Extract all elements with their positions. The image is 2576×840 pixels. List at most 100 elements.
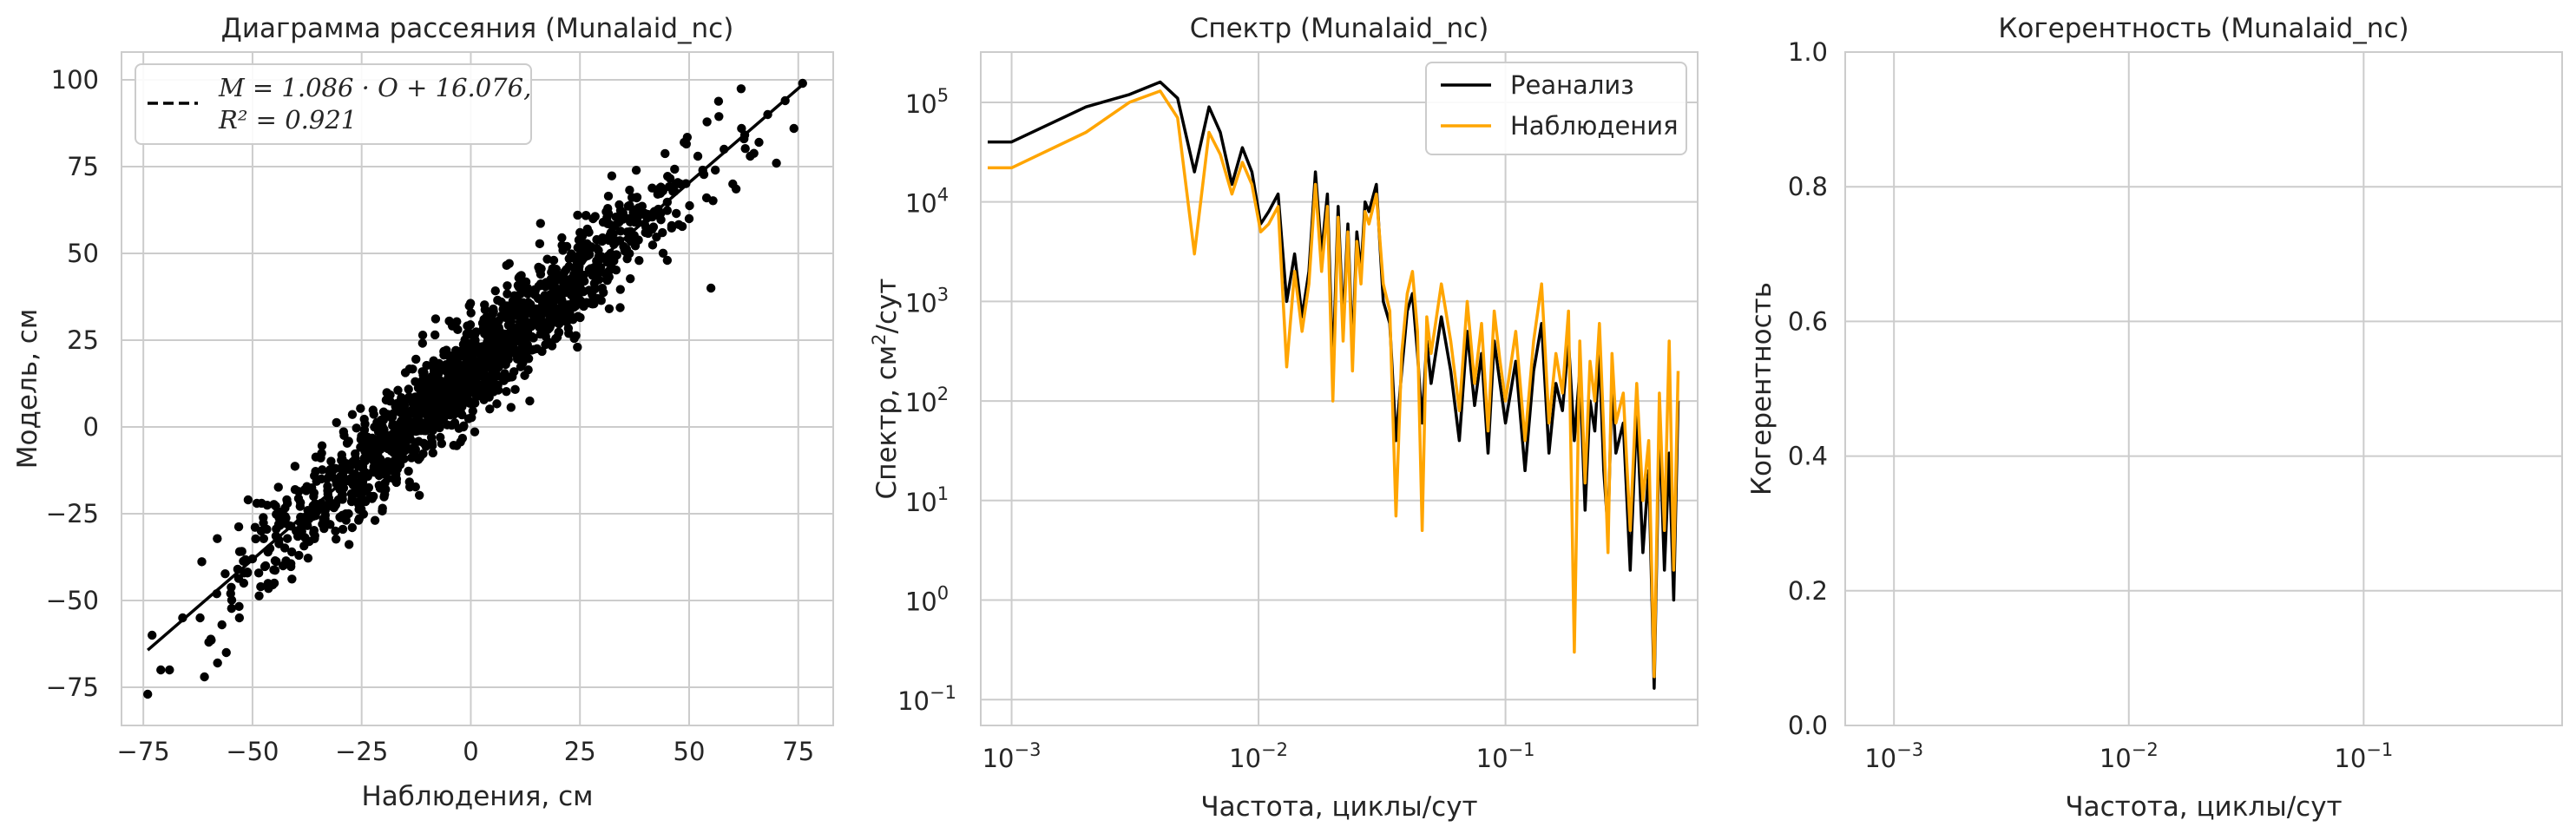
scatter-point — [570, 262, 581, 272]
scatter-point — [446, 376, 457, 385]
scatter-point — [233, 522, 244, 532]
scatter-point — [480, 300, 490, 310]
scatter-point — [490, 286, 500, 296]
scatter-point — [227, 603, 237, 614]
scatter-point — [273, 482, 283, 492]
scatter-xtick-label: 25 — [564, 737, 596, 766]
scatter-point — [536, 219, 545, 228]
scatter-point — [417, 330, 428, 340]
scatter-point — [348, 480, 358, 490]
scatter-point — [523, 354, 534, 364]
coherence-panel: 10−3 10−2 10−10.00.20.40.60.81.0 Когерентн… — [1746, 13, 2563, 823]
scatter-point — [543, 337, 553, 347]
scatter-point — [588, 271, 597, 280]
scatter-point — [562, 265, 571, 274]
scatter-point — [634, 255, 644, 266]
scatter-point — [594, 246, 603, 255]
scatter-point — [217, 620, 227, 630]
scatter-point — [503, 289, 512, 299]
scatter-point — [470, 427, 480, 436]
scatter-point — [428, 448, 437, 458]
scatter-point — [582, 224, 592, 234]
spectrum-lines — [988, 80, 1680, 690]
scatter-point — [310, 471, 319, 481]
scatter-point — [379, 492, 389, 502]
scatter-point — [313, 505, 323, 515]
scatter-point — [553, 270, 563, 280]
scatter-point — [564, 253, 574, 264]
scatter-point — [536, 279, 546, 289]
scatter-point — [404, 384, 413, 394]
scatter-point — [226, 588, 235, 599]
scatter-point — [273, 519, 284, 529]
scatter-point — [278, 561, 288, 571]
spectrum-ytick-label-base: 10 — [905, 288, 937, 318]
scatter-point — [272, 509, 281, 519]
scatter-point — [357, 474, 366, 484]
scatter-point — [562, 241, 572, 252]
scatter-point — [251, 534, 260, 544]
scatter-point — [660, 148, 670, 159]
scatter-point — [463, 321, 472, 331]
scatter-point — [197, 557, 207, 567]
spectrum-xtick-label-exp: −1 — [1508, 739, 1535, 760]
spectrum-ylabel-sup: 2 — [869, 333, 890, 345]
scatter-point — [597, 234, 607, 245]
scatter-point — [522, 340, 532, 350]
scatter-point — [557, 233, 567, 243]
coherence-ytick-label: 1.0 — [1788, 37, 1828, 67]
scatter-point — [540, 318, 550, 328]
scatter-ytick-label: −25 — [46, 499, 99, 528]
scatter-point — [575, 237, 585, 246]
scatter-point — [665, 174, 675, 183]
scatter-point — [221, 647, 231, 658]
scatter-point — [404, 477, 414, 487]
scatter-point — [468, 406, 477, 416]
coherence-xtick-label: 10−2 — [2100, 739, 2159, 773]
scatter-point — [754, 137, 764, 148]
spectrum-legend: Реанализ Наблюдения — [1425, 62, 1687, 155]
scatter-point — [411, 424, 421, 434]
scatter-point — [305, 536, 314, 547]
scatter-point — [453, 325, 463, 335]
spectrum-ytick-label: 10−1 — [897, 682, 956, 716]
scatter-point — [239, 578, 249, 588]
scatter-point — [252, 498, 262, 509]
scatter-point — [417, 380, 428, 390]
scatter-point — [300, 484, 310, 495]
scatter-point — [623, 201, 634, 211]
spectrum-xtick-label-base: 10 — [982, 744, 1015, 773]
scatter-point — [550, 282, 560, 292]
scatter-point — [536, 269, 546, 279]
coherence-ytick-label: 0.8 — [1788, 172, 1828, 201]
scatter-point — [489, 306, 498, 317]
scatter-point — [481, 376, 490, 385]
scatter-point — [674, 220, 684, 230]
scatter-point — [503, 320, 514, 330]
scatter-xtick-label: −50 — [226, 737, 279, 766]
scatter-point — [204, 637, 214, 647]
scatter-point — [352, 488, 362, 498]
scatter-point — [599, 287, 608, 298]
scatter-point — [310, 531, 319, 541]
scatter-point — [338, 427, 349, 436]
scatter-point — [430, 330, 440, 340]
spectrum-xlabel: Частота, циклы/сут — [1200, 791, 1477, 823]
scatter-panel: −75 −50 −25 0 25 50 75 −75 −50 −25 0 25 50 75 100 Диаг… — [12, 13, 834, 812]
scatter-point — [294, 550, 304, 561]
scatter-point — [408, 364, 417, 374]
scatter-point — [338, 495, 347, 504]
scatter-point — [331, 526, 340, 536]
scatter-point — [347, 410, 358, 419]
scatter-point — [503, 281, 512, 291]
spectrum-xtick-label-base: 10 — [1229, 744, 1261, 773]
scatter-point — [702, 117, 712, 127]
scatter-ytick-label: 0 — [83, 412, 99, 442]
spectrum-ytick-label: 102 — [905, 384, 949, 417]
scatter-point — [344, 509, 353, 519]
scatter-point — [562, 302, 571, 312]
scatter-legend: M = 1.086 · O + 16.076, R² = 0.921 — [135, 63, 532, 145]
scatter-point — [256, 526, 266, 536]
scatter-point — [594, 275, 604, 285]
scatter-point — [442, 345, 451, 355]
